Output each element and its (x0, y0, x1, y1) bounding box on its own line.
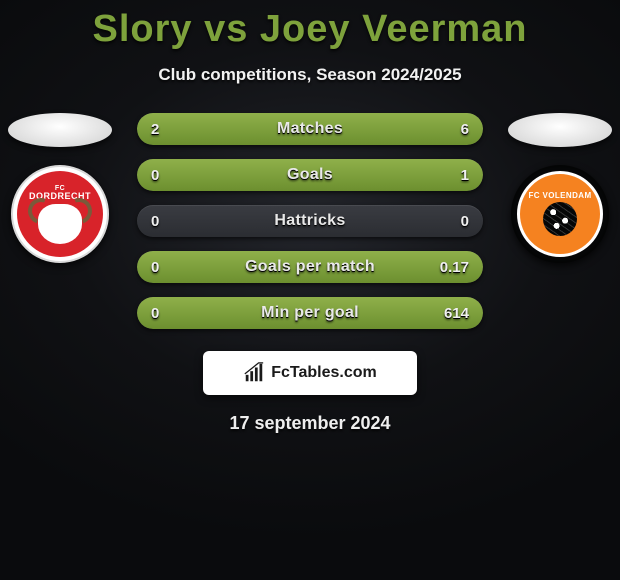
club-badge-right: FC VOLENDAM (511, 165, 609, 263)
date-text: 17 september 2024 (0, 413, 620, 434)
stat-bar: 0Goals1 (137, 159, 483, 191)
bar-value-right: 1 (461, 159, 469, 191)
bar-label: Min per goal (137, 297, 483, 329)
bar-value-right: 0 (461, 205, 469, 237)
player-right-avatar (508, 113, 612, 147)
comparison-stage: FC DORDRECHT FC VOLENDAM 2Matches60Goals… (0, 113, 620, 329)
bar-label: Goals per match (137, 251, 483, 283)
bar-value-right: 614 (444, 297, 469, 329)
subtitle: Club competitions, Season 2024/2025 (0, 65, 620, 85)
bar-value-right: 6 (461, 113, 469, 145)
stat-bar: 0Hattricks0 (137, 205, 483, 237)
player-left-column: FC DORDRECHT (4, 113, 116, 263)
bar-value-right: 0.17 (440, 251, 469, 283)
player-right-column: FC VOLENDAM (504, 113, 616, 263)
bar-label: Matches (137, 113, 483, 145)
ball-icon (543, 202, 577, 236)
stat-bar: 0Goals per match0.17 (137, 251, 483, 283)
club-label-right: FC VOLENDAM (528, 191, 591, 200)
page-title: Slory vs Joey Veerman (0, 0, 620, 51)
watermark-text: FcTables.com (271, 364, 377, 382)
player-left-avatar (8, 113, 112, 147)
club-badge-left: FC DORDRECHT (11, 165, 109, 263)
ram-icon (38, 204, 82, 244)
bar-label: Goals (137, 159, 483, 191)
stat-bar: 2Matches6 (137, 113, 483, 145)
bar-label: Hattricks (137, 205, 483, 237)
stat-bar: 0Min per goal614 (137, 297, 483, 329)
stat-bars: 2Matches60Goals10Hattricks00Goals per ma… (137, 113, 483, 329)
watermark: FcTables.com (203, 351, 417, 395)
chart-icon (243, 362, 265, 384)
